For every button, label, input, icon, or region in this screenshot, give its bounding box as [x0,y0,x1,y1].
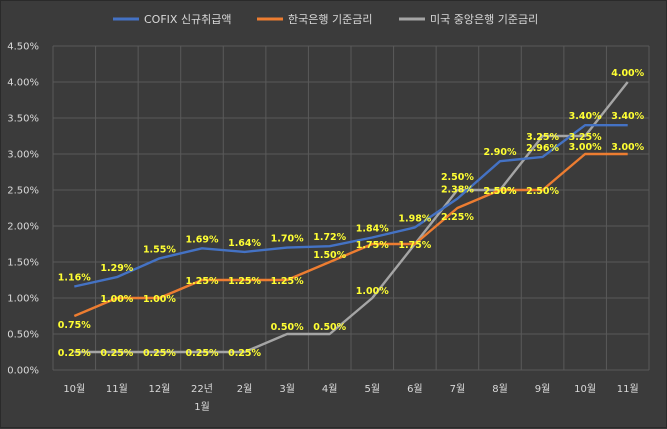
x-tick-label: 10월 [63,383,85,395]
data-label: 0.25% [186,348,219,359]
data-label: 2.50% [484,186,517,197]
x-tick-label: 10월 [574,383,596,395]
data-label: 1.69% [186,234,219,245]
data-label: 0.50% [271,322,304,333]
data-label: 1.00% [356,286,389,297]
data-label: 1.72% [313,232,346,243]
y-tick-label: 0.50% [7,330,39,341]
data-label: 2.38% [441,185,474,196]
x-tick-label: 11월 [617,383,639,395]
data-label: 3.40% [569,111,602,122]
x-tick-label: 3월 [279,383,295,395]
data-label: 1.00% [100,294,133,305]
y-tick-label: 0.00% [7,366,39,377]
data-label: 0.25% [58,348,91,359]
data-label: 0.25% [100,348,133,359]
data-label: 1.16% [58,272,91,283]
y-tick-label: 2.50% [7,186,39,197]
x-tick-label: 2월 [237,383,253,395]
x-tick-label: 9월 [535,383,551,395]
legend-label: 미국 중앙은행 기준금리 [430,13,538,26]
legend-label: 한국은행 기준금리 [288,13,372,26]
y-tick-label: 2.00% [7,222,39,233]
data-label: 3.25% [526,132,559,143]
data-label: 1.25% [228,276,261,287]
data-label: 2.96% [526,143,559,154]
data-label: 0.75% [58,320,91,331]
data-label: 1.84% [356,224,389,235]
data-label: 0.25% [228,348,261,359]
data-label: 3.00% [569,142,602,153]
x-tick-label: 4월 [322,383,338,395]
data-label: 1.98% [398,213,431,224]
data-label: 1.00% [143,294,176,305]
y-tick-label: 4.50% [7,42,39,53]
data-label: 3.40% [611,111,644,122]
data-label: 3.00% [611,142,644,153]
data-label: 1.70% [271,234,304,245]
x-tick-label: 8월 [492,383,508,395]
y-tick-label: 3.00% [7,150,39,161]
x-tick-label: 12월 [148,383,170,395]
y-tick-label: 1.00% [7,294,39,305]
data-label: 2.25% [441,212,474,223]
legend-label: COFIX 신규취급액 [144,13,232,26]
x-tick-label: 6월 [407,383,423,395]
data-label: 2.50% [526,186,559,197]
data-label: 1.75% [398,240,431,251]
series-line [74,81,629,354]
x-tick-label: 1월 [194,401,210,413]
data-label: 2.50% [484,186,517,197]
x-tick-label: 5월 [365,383,381,395]
data-label: 2.90% [484,147,517,158]
x-tick-label: 11월 [106,383,128,395]
data-label: 1.55% [143,244,176,255]
x-tick-label: 22년 [191,383,213,395]
data-label: 1.29% [100,263,133,274]
data-label: 0.50% [313,322,346,333]
y-tick-label: 1.50% [7,258,39,269]
series-line [74,123,628,288]
data-label: 1.25% [186,276,219,287]
x-tick-label: 7월 [450,383,466,395]
y-tick-label: 3.50% [7,114,39,125]
data-label: 4.00% [611,68,644,79]
data-label: 3.25% [569,132,602,143]
data-label: 2.50% [441,172,474,183]
data-label: 0.25% [143,348,176,359]
data-label: 1.64% [228,238,261,249]
series-line [73,152,628,318]
data-label: 1.75% [356,240,389,251]
data-label: 1.25% [271,276,304,287]
data-label: 1.50% [313,250,346,261]
y-tick-label: 4.00% [7,78,39,89]
